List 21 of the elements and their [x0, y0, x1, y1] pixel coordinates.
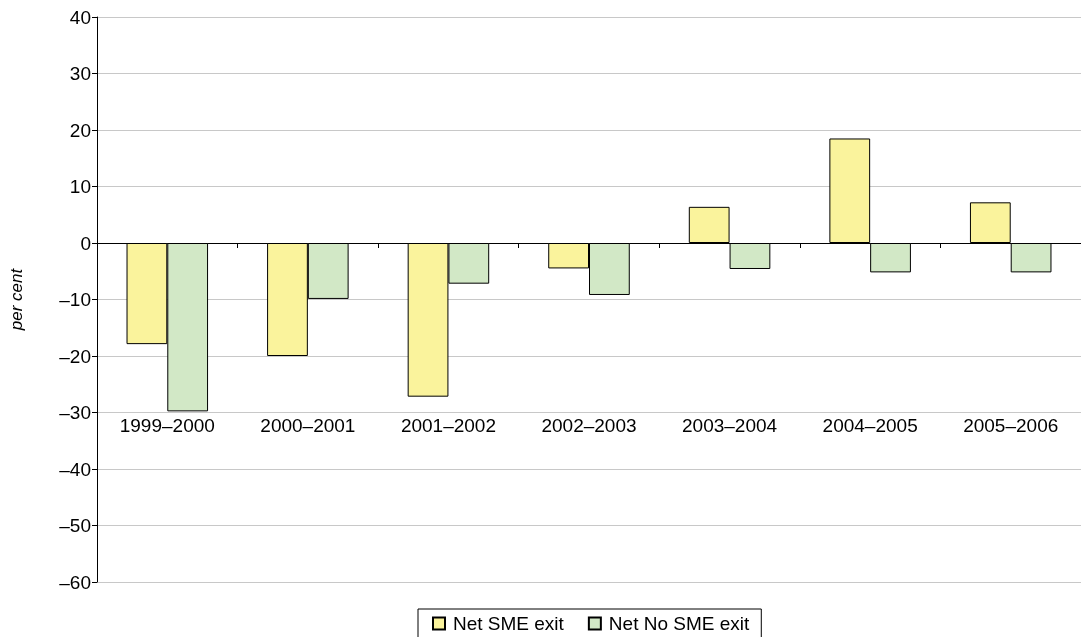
y-tick-label: –30	[59, 402, 91, 423]
y-tick-label: –10	[59, 289, 91, 310]
y-tick-label: 10	[69, 176, 91, 197]
legend-label: Net SME exit	[453, 613, 565, 634]
y-tick-label: 40	[69, 6, 91, 28]
legend-label: Net No SME exit	[608, 613, 751, 634]
x-tick-label: 2002–2003	[541, 415, 637, 436]
y-tick-label: 20	[69, 119, 91, 141]
y-tick-label: –40	[59, 458, 91, 480]
x-tick-label: 2004–2005	[822, 415, 918, 436]
y-axis-title: per cent	[7, 267, 26, 332]
x-tick-label: 2000–2001	[260, 415, 356, 436]
y-tick-label: 30	[69, 63, 91, 84]
x-tick-label: 2001–2002	[400, 415, 496, 436]
y-tick-label: –60	[59, 571, 91, 593]
y-tick-label: 0	[80, 232, 91, 254]
y-tick-label: –20	[59, 345, 91, 367]
x-tick-label: 2003–2004	[682, 415, 778, 436]
y-tick-label: –50	[59, 515, 91, 536]
x-tick-label: 2005–2006	[963, 415, 1059, 436]
x-tick-label: 1999–2000	[119, 415, 215, 436]
